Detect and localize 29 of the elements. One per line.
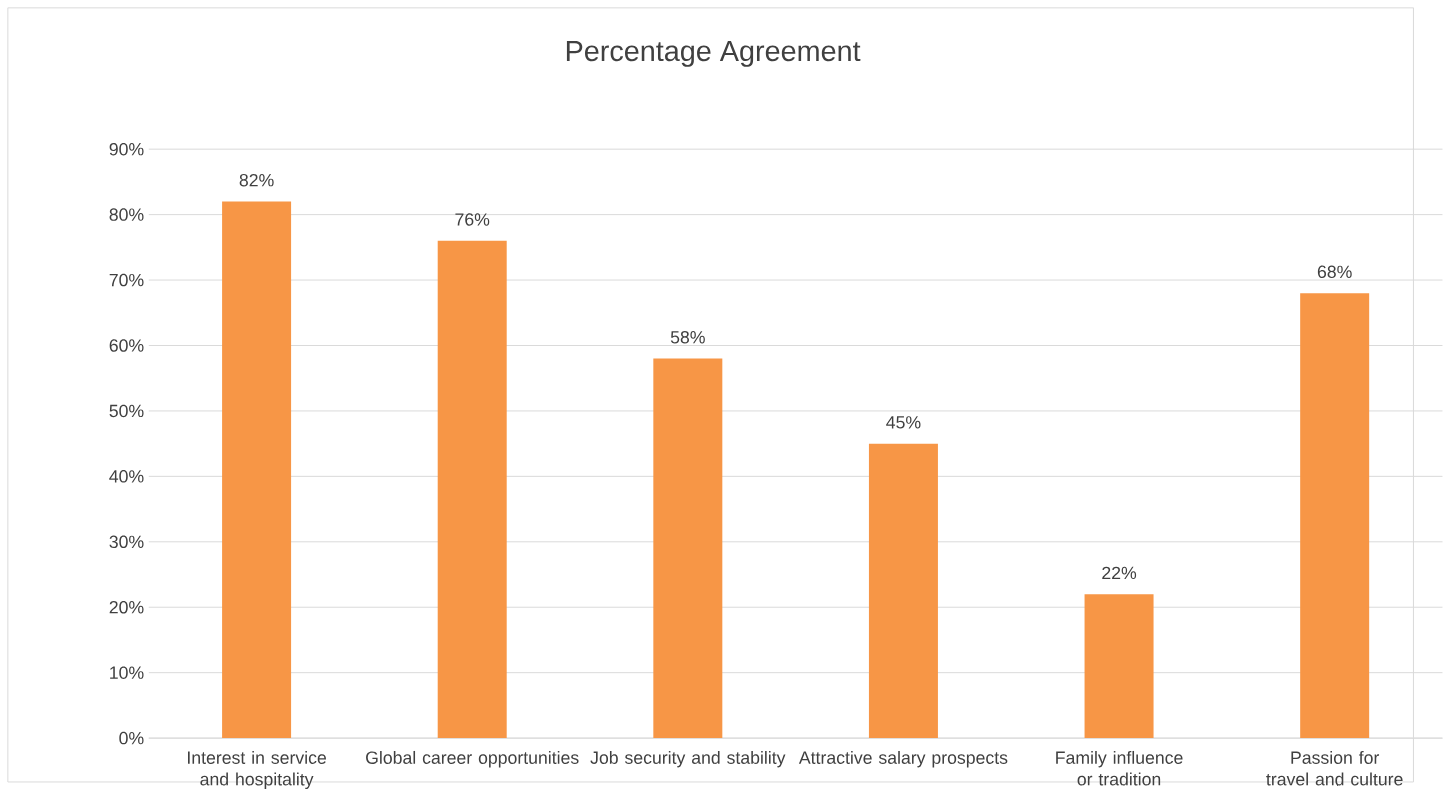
bar (222, 201, 292, 738)
x-tick-label: Attractive salary prospects (798, 750, 1008, 768)
chart-title: Percentage Agreement (566, 40, 861, 67)
data-label: 82% (239, 173, 274, 187)
y-tick-label: 10% (110, 666, 144, 679)
y-tick-label: 60% (109, 339, 144, 352)
bar (868, 443, 938, 738)
bar (1300, 292, 1370, 738)
bar (1084, 593, 1154, 738)
y-tick-label: 50% (109, 404, 144, 417)
x-tick-label: Interest in service and hospitality (188, 750, 326, 789)
bar (653, 358, 723, 738)
x-tick-label: Passion for travel and culture (1266, 750, 1403, 786)
data-label: 22% (1102, 566, 1137, 579)
data-label: 76% (455, 213, 490, 226)
data-label: 45% (886, 415, 921, 429)
y-tick-label: 70% (109, 273, 144, 287)
y-tick-label: 20% (109, 600, 144, 614)
y-tick-label: 90% (109, 142, 144, 156)
y-tick-label: 0% (119, 731, 144, 745)
y-tick-label: 40% (109, 469, 144, 483)
x-tick-label: Job security and stability (590, 750, 786, 768)
y-tick-label: 80% (109, 208, 144, 221)
x-tick-label: Family influence or tradition (1056, 750, 1183, 786)
bar (437, 240, 507, 738)
y-tick-label: 30% (109, 535, 144, 548)
x-tick-label: Global career opportunities (366, 750, 579, 768)
data-label: 68% (1317, 265, 1352, 278)
data-label: 58% (670, 330, 705, 344)
